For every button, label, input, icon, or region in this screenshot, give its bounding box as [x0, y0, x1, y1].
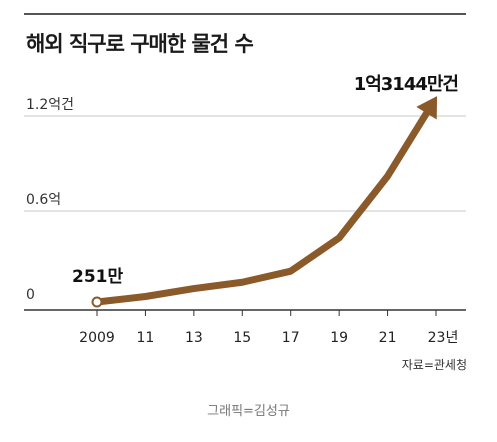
- start-value-label: 251만: [72, 267, 123, 287]
- top-rule: [24, 13, 466, 15]
- y-tick-label: 0.6억: [26, 192, 61, 208]
- chart-title: 해외 직구로 구매한 물건 수: [26, 32, 254, 56]
- x-tick-label: 11: [137, 330, 155, 346]
- x-tick-label: 2009: [79, 330, 115, 346]
- x-tick-label: 21: [379, 330, 397, 346]
- start-point-marker: [91, 296, 103, 308]
- y-tick-label: 0: [26, 287, 35, 303]
- x-tick-label: 17: [282, 330, 300, 346]
- y-tick-label: 1.2억건: [26, 97, 74, 113]
- x-tick-label: 19: [330, 330, 348, 346]
- latest-value-label: 1억3144만건: [354, 74, 459, 95]
- x-tick-label: 23년: [428, 330, 459, 346]
- series-line: [93, 109, 431, 306]
- graphic-credit: 그래픽=김성규: [207, 404, 290, 419]
- source-note: 자료=관세청: [401, 358, 467, 372]
- x-tick-label: 13: [185, 330, 203, 346]
- x-tick-label: 15: [233, 330, 251, 346]
- arrow-head: [416, 96, 438, 120]
